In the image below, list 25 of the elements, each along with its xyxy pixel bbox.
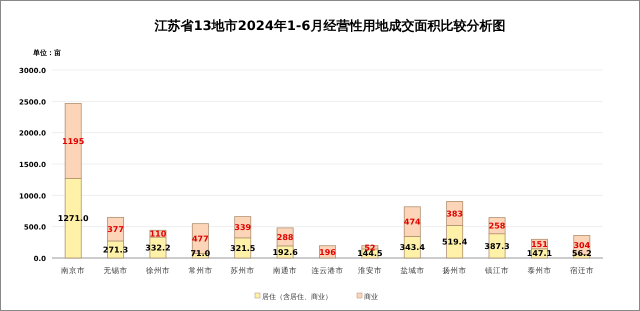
data-label: 383 [446, 209, 464, 218]
data-label: 377 [107, 225, 124, 234]
data-label: 387.3 [484, 242, 510, 251]
data-label: 52 [364, 243, 376, 252]
data-label: 71.0 [190, 249, 211, 258]
data-label: 477 [192, 234, 209, 244]
data-label: 192.6 [272, 248, 298, 257]
data-label: 110 [150, 230, 167, 239]
data-label: 343.4 [400, 243, 426, 252]
data-label: 1195 [62, 136, 85, 146]
data-label: 321.5 [230, 244, 256, 253]
data-label: 258 [488, 222, 506, 231]
data-label: 304 [573, 240, 591, 250]
data-label: 288 [276, 232, 294, 242]
data-label: 1271.0 [58, 214, 90, 224]
data-label: 474 [404, 218, 422, 227]
chart-title: 江苏省13地市2024年1-6月经营性用地成交面积比较分析图 [154, 18, 506, 34]
data-label: 56.2 [572, 249, 592, 258]
data-label: 271.3 [102, 246, 128, 254]
data-label: 151 [531, 240, 548, 250]
data-label: 332.2 [145, 244, 171, 253]
data-label: 196 [319, 248, 336, 257]
data-label: 519.4 [442, 238, 468, 247]
data-label: 339 [234, 223, 252, 232]
data-label: 147.1 [526, 249, 553, 258]
